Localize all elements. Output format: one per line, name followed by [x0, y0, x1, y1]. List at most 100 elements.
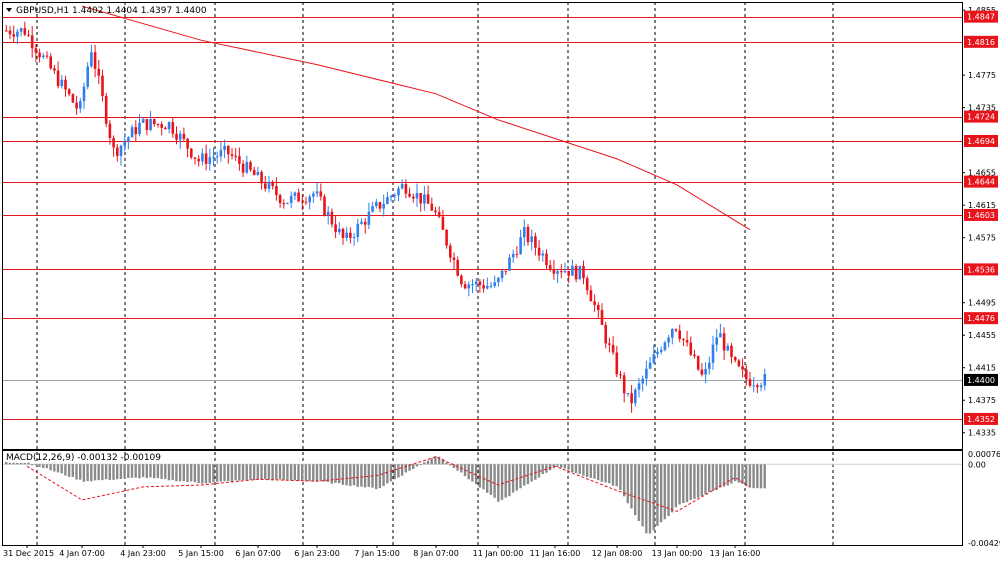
- candle[interactable]: [730, 343, 733, 364]
- candle[interactable]: [726, 343, 730, 352]
- candle[interactable]: [489, 281, 493, 289]
- candle[interactable]: [175, 126, 178, 145]
- candle[interactable]: [23, 21, 27, 37]
- candle[interactable]: [123, 132, 126, 152]
- candle[interactable]: [412, 193, 415, 203]
- candle[interactable]: [541, 250, 545, 262]
- candle[interactable]: [67, 88, 71, 97]
- candle[interactable]: [511, 249, 515, 263]
- candle[interactable]: [38, 48, 41, 63]
- candle[interactable]: [104, 92, 108, 128]
- candle[interactable]: [308, 194, 311, 210]
- candle[interactable]: [471, 279, 474, 294]
- candle[interactable]: [419, 193, 422, 212]
- candle[interactable]: [197, 155, 200, 167]
- candle[interactable]: [352, 233, 356, 246]
- candle[interactable]: [745, 364, 748, 386]
- candle[interactable]: [8, 26, 12, 40]
- candle[interactable]: [582, 260, 585, 285]
- candle[interactable]: [393, 192, 397, 202]
- candle[interactable]: [27, 29, 30, 38]
- candle[interactable]: [430, 197, 434, 212]
- candle[interactable]: [659, 346, 663, 355]
- candle[interactable]: [278, 193, 282, 208]
- candle[interactable]: [45, 51, 49, 59]
- candle[interactable]: [508, 254, 511, 271]
- candle[interactable]: [5, 24, 8, 32]
- candle[interactable]: [223, 139, 226, 159]
- candle[interactable]: [86, 62, 89, 90]
- candle[interactable]: [208, 148, 212, 171]
- candle[interactable]: [634, 387, 637, 407]
- candle[interactable]: [571, 259, 574, 276]
- candle[interactable]: [212, 147, 215, 166]
- candle[interactable]: [434, 206, 437, 216]
- candle[interactable]: [530, 229, 533, 251]
- candle[interactable]: [737, 359, 741, 368]
- candle[interactable]: [415, 183, 419, 208]
- candle[interactable]: [193, 157, 197, 165]
- candle[interactable]: [478, 279, 482, 293]
- candle[interactable]: [526, 224, 530, 246]
- candle[interactable]: [112, 135, 115, 157]
- candle[interactable]: [382, 194, 385, 217]
- candle[interactable]: [652, 344, 656, 364]
- candle[interactable]: [752, 377, 755, 393]
- candle[interactable]: [515, 246, 519, 259]
- candle[interactable]: [552, 259, 556, 280]
- candle[interactable]: [637, 378, 641, 398]
- candle[interactable]: [611, 336, 615, 355]
- candle[interactable]: [275, 177, 278, 201]
- candle[interactable]: [64, 75, 67, 97]
- candle[interactable]: [500, 269, 504, 282]
- candle[interactable]: [733, 356, 737, 363]
- candle[interactable]: [423, 186, 426, 211]
- candle[interactable]: [641, 375, 644, 392]
- candle[interactable]: [608, 337, 611, 353]
- candle[interactable]: [674, 328, 678, 333]
- candle[interactable]: [304, 196, 308, 205]
- candle[interactable]: [238, 147, 241, 171]
- candle[interactable]: [574, 264, 578, 283]
- candle[interactable]: [130, 124, 134, 138]
- candle[interactable]: [186, 138, 189, 158]
- candle[interactable]: [482, 279, 485, 293]
- candle[interactable]: [108, 119, 112, 145]
- candle[interactable]: [204, 144, 208, 171]
- candle[interactable]: [134, 120, 138, 141]
- candle[interactable]: [704, 362, 707, 384]
- candle[interactable]: [678, 324, 681, 343]
- candle[interactable]: [567, 270, 570, 283]
- candle[interactable]: [178, 130, 182, 149]
- candle[interactable]: [190, 147, 193, 160]
- candle[interactable]: [34, 43, 38, 63]
- candle[interactable]: [289, 191, 293, 209]
- candle[interactable]: [127, 136, 130, 150]
- candle[interactable]: [367, 202, 371, 230]
- candle[interactable]: [371, 201, 374, 213]
- candle[interactable]: [30, 26, 34, 58]
- candle[interactable]: [16, 28, 19, 45]
- candle[interactable]: [560, 264, 563, 279]
- candle[interactable]: [12, 25, 15, 43]
- candle[interactable]: [116, 143, 119, 162]
- candle[interactable]: [404, 179, 408, 199]
- candle[interactable]: [301, 194, 304, 211]
- candle[interactable]: [497, 276, 500, 287]
- candle[interactable]: [256, 166, 260, 176]
- candle[interactable]: [493, 275, 496, 288]
- candle[interactable]: [548, 260, 552, 272]
- candle[interactable]: [315, 182, 319, 198]
- candle[interactable]: [545, 249, 548, 269]
- candle[interactable]: [252, 166, 256, 176]
- candle[interactable]: [326, 206, 330, 225]
- candle[interactable]: [341, 227, 345, 245]
- candle[interactable]: [264, 176, 267, 192]
- candle[interactable]: [667, 334, 670, 348]
- candle[interactable]: [363, 218, 367, 234]
- candle[interactable]: [700, 363, 704, 377]
- candle[interactable]: [241, 160, 245, 178]
- candle[interactable]: [49, 53, 52, 70]
- candle[interactable]: [101, 69, 104, 102]
- candle[interactable]: [467, 281, 471, 297]
